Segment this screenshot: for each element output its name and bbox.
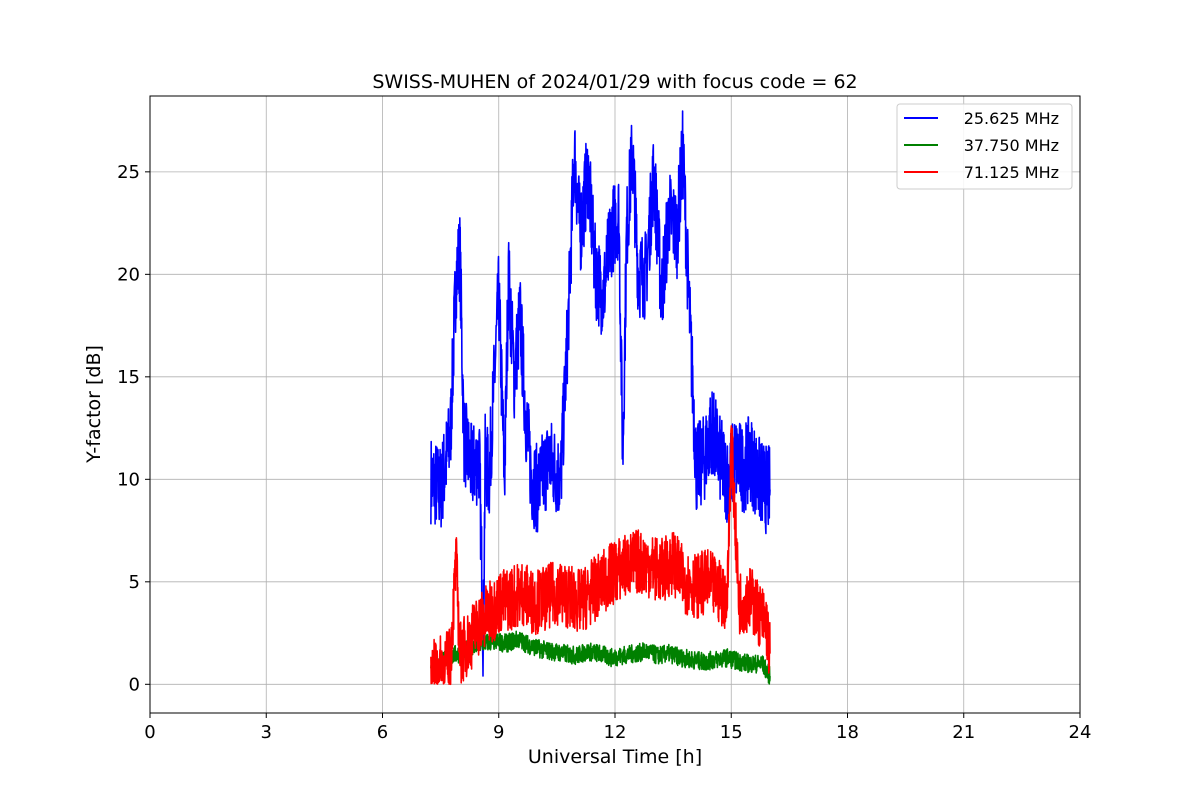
series-line-1 bbox=[430, 110, 771, 677]
chart-title: SWISS-MUHEN of 2024/01/29 with focus cod… bbox=[372, 71, 857, 93]
x-tick-label: 3 bbox=[261, 722, 272, 743]
x-tick-label: 6 bbox=[377, 722, 388, 743]
x-axis-label: Universal Time [h] bbox=[528, 746, 702, 768]
legend-label-2: 37.750 MHz bbox=[964, 136, 1059, 155]
legend-label-1: 25.625 MHz bbox=[964, 109, 1059, 128]
y-tick-label: 0 bbox=[129, 674, 140, 695]
y-tick-label: 10 bbox=[117, 469, 140, 490]
x-tick-label: 9 bbox=[493, 722, 504, 743]
series-line-2 bbox=[430, 630, 771, 685]
legend: 25.625 MHz 37.750 MHz 71.125 MHz bbox=[896, 103, 1073, 190]
y-tick-label: 15 bbox=[117, 367, 140, 388]
y-tick-label: 20 bbox=[117, 264, 140, 285]
x-tick-label: 12 bbox=[604, 722, 627, 743]
x-tick-label: 24 bbox=[1069, 722, 1092, 743]
x-tick-label: 21 bbox=[952, 722, 975, 743]
legend-box bbox=[896, 103, 1073, 190]
x-tick-label: 15 bbox=[720, 722, 743, 743]
series-line-3 bbox=[430, 425, 771, 686]
series-layer bbox=[430, 110, 771, 686]
axis-ticks: 0 3 6 9 12 15 18 21 24 0 5 10 15 20 25 bbox=[117, 162, 1091, 743]
y-tick-label: 5 bbox=[129, 572, 140, 593]
y-tick-label: 25 bbox=[117, 162, 140, 183]
legend-label-3: 71.125 MHz bbox=[964, 163, 1059, 182]
y-axis-label: Y-factor [dB] bbox=[83, 345, 105, 464]
x-tick-label: 0 bbox=[144, 722, 155, 743]
x-tick-label: 18 bbox=[836, 722, 859, 743]
